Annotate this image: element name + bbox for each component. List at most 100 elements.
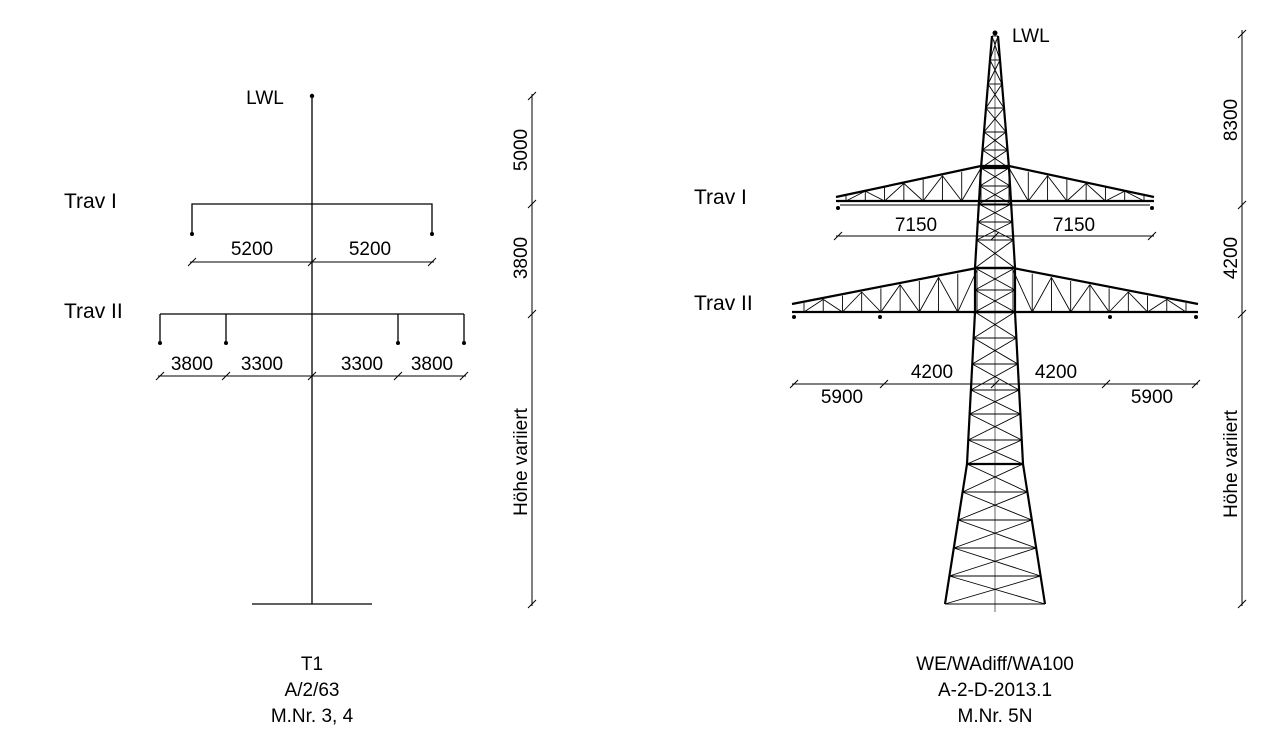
conductor-point: [792, 315, 796, 319]
tower-leg: [996, 35, 1011, 169]
crossarm-web: [1105, 190, 1125, 202]
crossarm-web: [938, 277, 959, 313]
crossarm-web: [1070, 284, 1091, 313]
dimension-tick: [990, 231, 1000, 241]
tower-brace: [974, 289, 1016, 313]
tower-brace: [972, 337, 1017, 365]
dimension-tick: [155, 371, 165, 381]
dimension-tick: [879, 379, 889, 389]
tower-brace: [976, 221, 1013, 241]
crossarm-web: [1147, 298, 1168, 313]
tower-brace: [987, 83, 1005, 109]
dimension-tick: [527, 599, 537, 609]
tower-brace: [958, 491, 1028, 521]
right-trav1-dim-left: 7150: [895, 215, 937, 236]
dimension-tick: [1237, 200, 1247, 210]
crossarm-web: [942, 175, 963, 202]
left-height-dim-top: 5000: [511, 129, 532, 171]
lattice-tower-structure: [791, 30, 1199, 612]
tower-brace: [966, 439, 1022, 465]
tower-brace: [991, 35, 1001, 61]
tower-brace: [985, 83, 1003, 109]
left-caption-line-2: A/2/63: [285, 680, 340, 701]
dimension-tick: [527, 91, 537, 101]
crossarm-web: [1051, 277, 1072, 313]
tower-brace: [989, 59, 1003, 85]
conductor-point: [1108, 315, 1112, 319]
tower-brace: [974, 267, 1016, 291]
tower-brace: [983, 107, 1005, 133]
left-caption-line-3: M.Nr. 3, 4: [271, 706, 354, 727]
dimension-tick: [990, 379, 1000, 389]
left-trav2-dim-4: 3800: [411, 354, 453, 375]
tower-brace: [978, 203, 1013, 223]
crossarm-web: [884, 183, 905, 202]
dimension-tick: [527, 309, 537, 319]
left-lwl-label: LWL: [246, 88, 284, 109]
tower-brace: [958, 519, 1037, 549]
tower-brace: [976, 239, 1016, 269]
right-trav2-dim-3: 4200: [1035, 362, 1077, 383]
conductor-point: [1194, 315, 1198, 319]
dimension-tick: [1237, 599, 1247, 609]
tower-brace: [974, 239, 1014, 269]
left-conductor-point: [430, 232, 434, 236]
tower-brace: [973, 311, 1016, 339]
left-caption-line-1: T1: [301, 654, 323, 675]
crossarm-web: [1108, 291, 1129, 313]
tower-brace: [977, 221, 1014, 241]
crossarm-web: [822, 298, 843, 313]
crossarm-web: [922, 175, 943, 202]
crossarm-top-chord: [1008, 164, 1155, 199]
left-trav2-dim-3: 3300: [341, 354, 383, 375]
tower-brace: [968, 413, 1021, 441]
dimension-tick: [221, 371, 231, 381]
conductor-point: [836, 206, 840, 210]
right-trav1-label: Trav I: [694, 186, 747, 209]
dimension-tick: [427, 257, 437, 267]
right-caption-line-3: M.Nr. 5N: [958, 706, 1033, 727]
crossarm-web: [1066, 183, 1087, 202]
crossarm-top-chord: [835, 164, 982, 199]
tower-leg: [1007, 167, 1017, 269]
right-trav1-dim-right: 7150: [1053, 215, 1095, 236]
dimension-tick: [1101, 379, 1111, 389]
crossarm-web: [903, 183, 924, 202]
crossarm-web: [1089, 284, 1110, 313]
tower-leg: [1021, 463, 1047, 605]
conductor-point: [878, 315, 882, 319]
tower-brace: [972, 363, 1020, 391]
left-trav1-label: Trav I: [64, 190, 117, 213]
crossarm-web: [918, 277, 939, 313]
crossarm-web: [1008, 167, 1029, 202]
tower-brace: [980, 167, 1011, 187]
right-height-dim-variable: Höhe variiert: [1221, 409, 1242, 517]
dimension-tick: [833, 231, 843, 241]
right-caption-line-2: A-2-D-2013.1: [938, 680, 1052, 701]
right-height-dim-middle: 4200: [1221, 237, 1242, 279]
crossarm-web: [1047, 175, 1068, 202]
tower-brace: [987, 59, 1001, 85]
right-tower: LWL Trav I Trav II 7150 7150 5900 4200 4…: [694, 26, 1247, 727]
left-height-dim-variable: Höhe variiert: [511, 407, 532, 515]
tower-leg: [973, 167, 983, 269]
crossarm-web: [1031, 277, 1052, 313]
tower-brace: [962, 463, 1024, 493]
tower-brace: [983, 131, 1008, 151]
right-trav2-dim-4: 5900: [1131, 387, 1173, 408]
dimension-tick: [1237, 29, 1247, 39]
dimension-tick: [1147, 231, 1157, 241]
crossarm-web: [861, 291, 882, 313]
left-trav1-dim-left: 5200: [231, 239, 273, 260]
dimension-tick: [393, 371, 403, 381]
left-conductor-point: [396, 341, 400, 345]
crossarm-web: [899, 284, 920, 313]
tower-leg: [943, 463, 969, 605]
crossarm-web: [803, 298, 824, 313]
tower-brace: [977, 203, 1012, 223]
tower-brace: [962, 491, 1032, 521]
left-conductor-point: [462, 341, 466, 345]
crossarm-web: [1124, 190, 1145, 202]
crossarm-web: [1085, 183, 1106, 202]
